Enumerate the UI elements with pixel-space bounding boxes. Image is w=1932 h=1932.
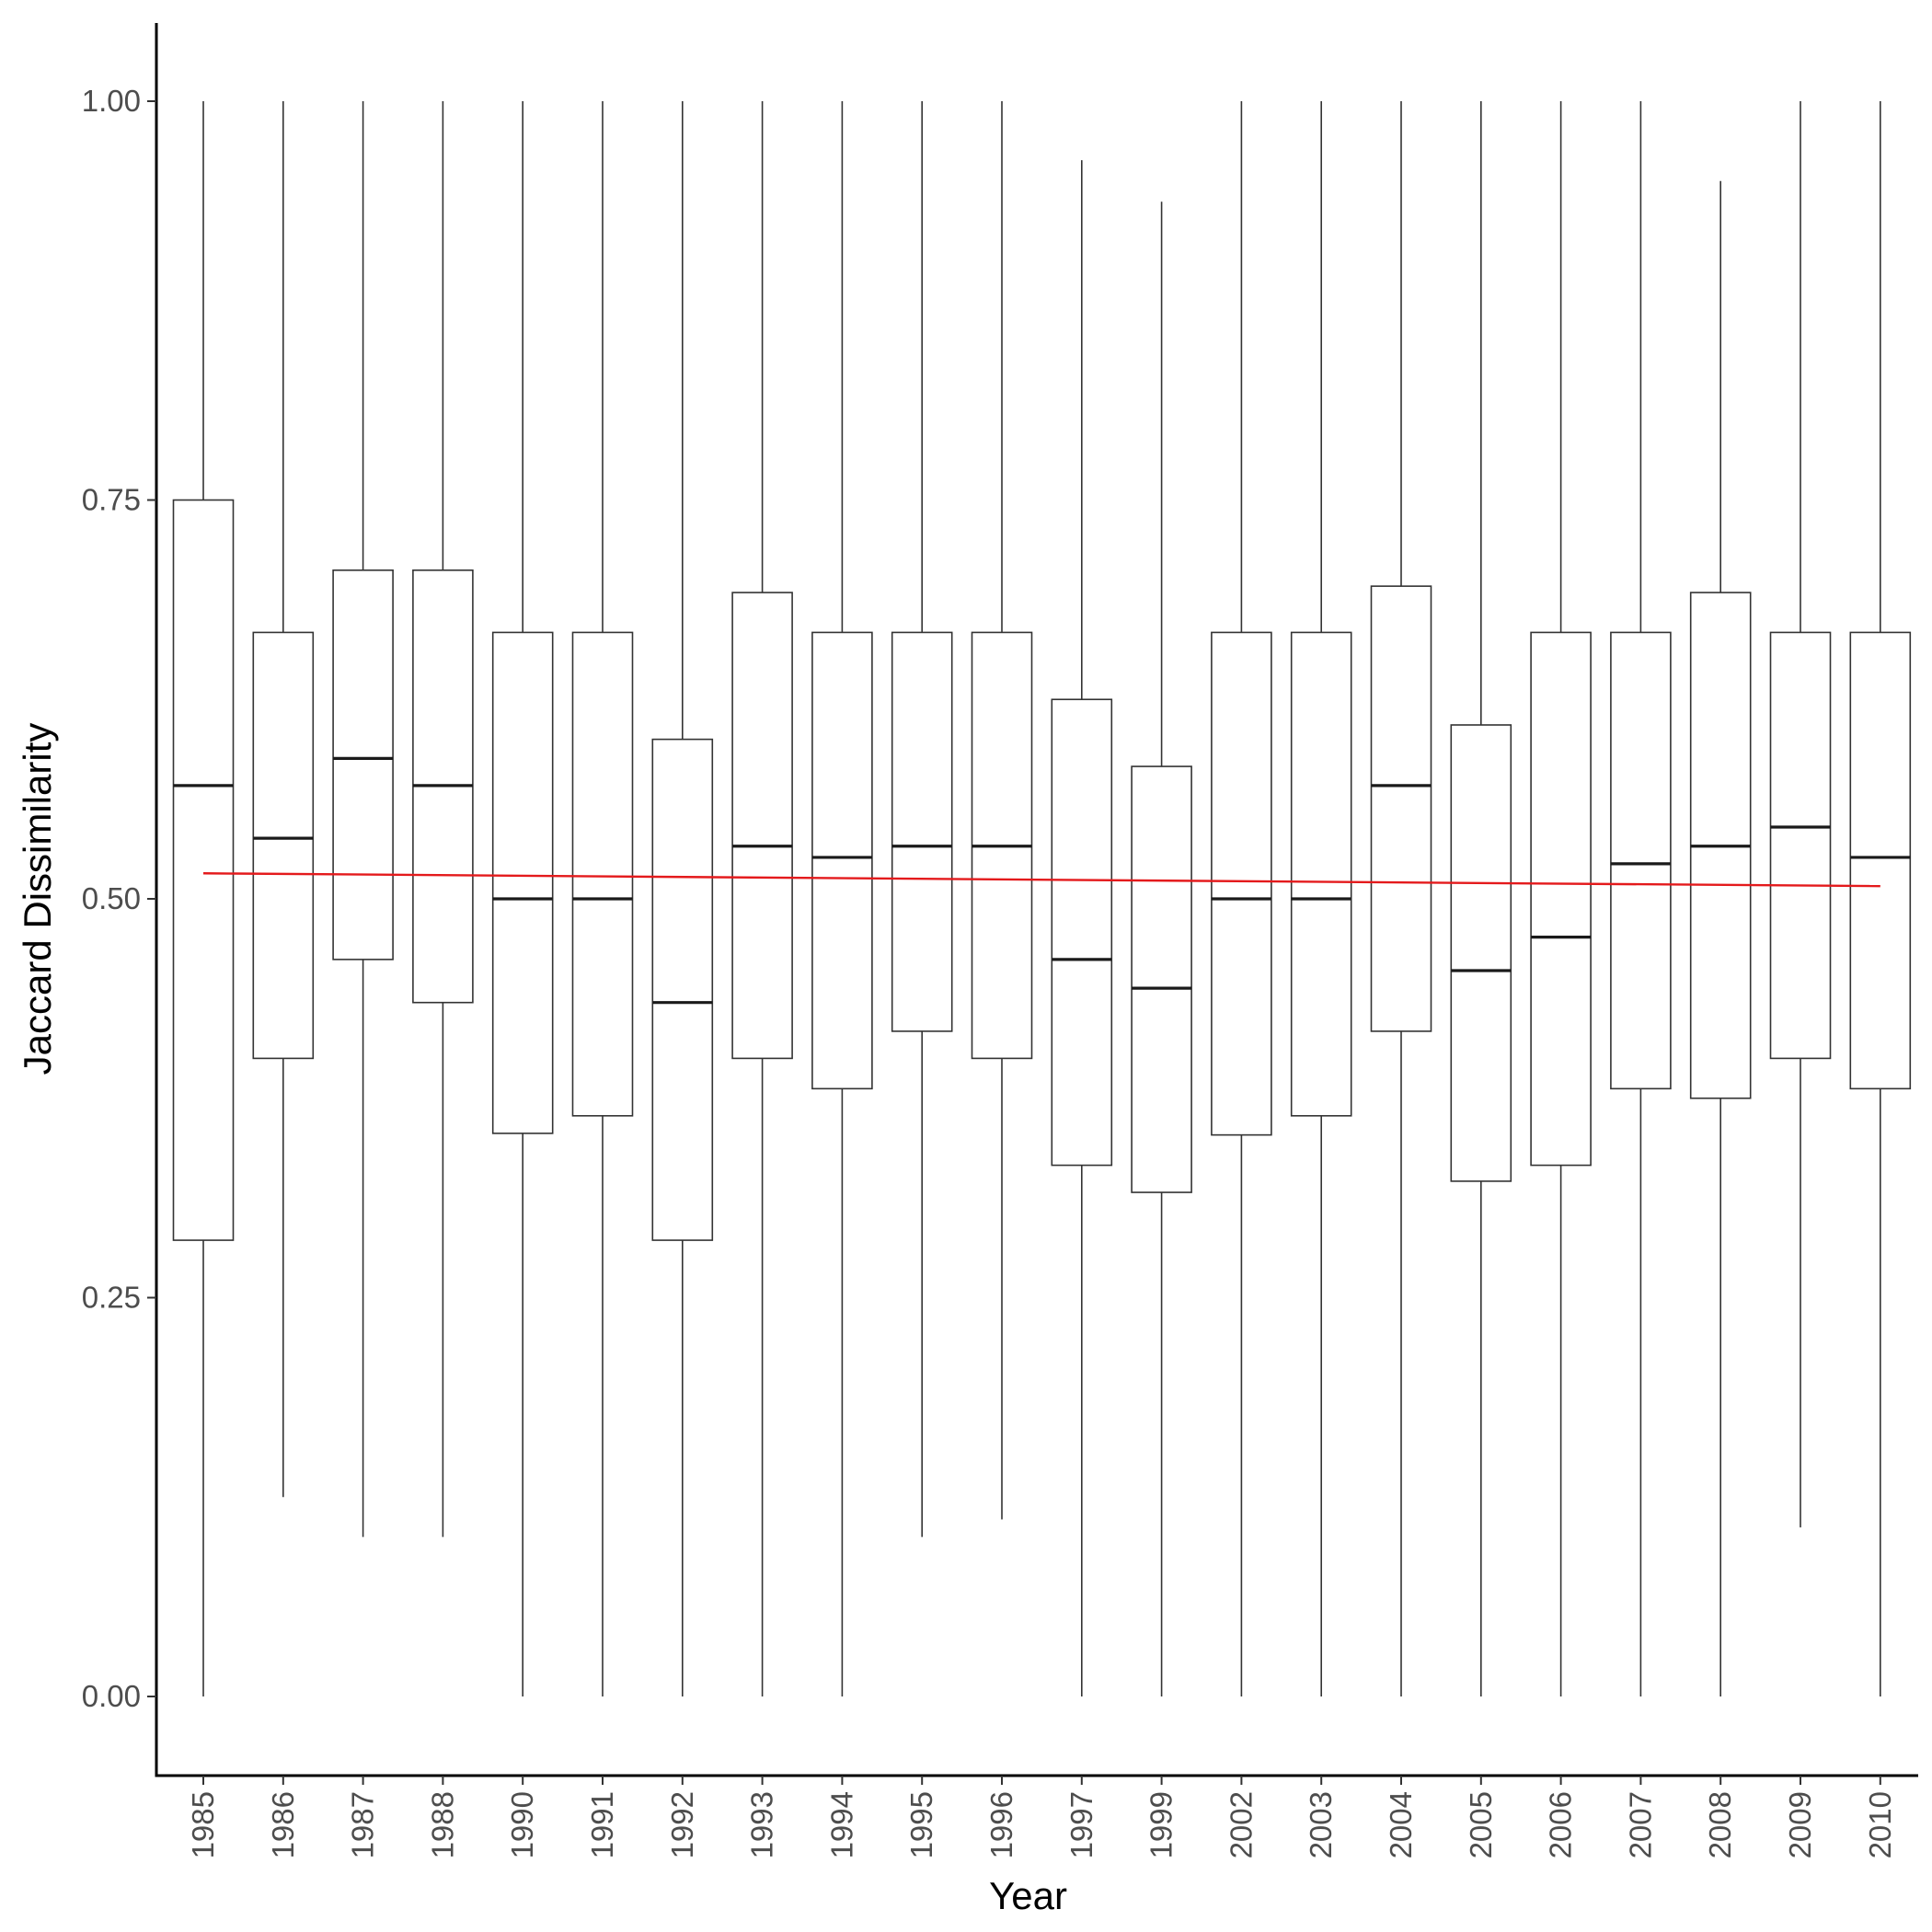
y-tick-label: 0.25 [82, 1281, 141, 1315]
x-tick-label: 1991 [585, 1791, 619, 1858]
x-tick-label: 1985 [186, 1791, 220, 1858]
box-iqr [1290, 631, 1352, 1117]
box-group-2010 [1849, 101, 1912, 1696]
x-tick-label: 1987 [346, 1791, 380, 1858]
box-iqr [1849, 631, 1912, 1090]
box-iqr [1769, 631, 1832, 1060]
x-tick-label: 2002 [1224, 1791, 1258, 1858]
x-tick-label: 1996 [984, 1791, 1018, 1858]
box-group-2004 [1370, 101, 1432, 1696]
box-group-2009 [1769, 101, 1832, 1528]
box-group-1999 [1131, 201, 1192, 1696]
box-group-2008 [1689, 180, 1752, 1696]
box-group-2006 [1530, 101, 1592, 1696]
box-iqr [651, 738, 714, 1241]
trend-line [202, 872, 1880, 888]
box-group-1985 [172, 101, 235, 1696]
y-axis-title: Jaccard Dissimilarity [16, 723, 59, 1075]
box-group-1993 [731, 101, 793, 1696]
y-tick-label: 1.00 [82, 84, 141, 118]
box-group-1996 [971, 101, 1033, 1520]
x-tick-label: 1986 [266, 1791, 300, 1858]
box-group-1997 [1051, 160, 1113, 1696]
x-tick-label: 2006 [1544, 1791, 1578, 1858]
box-iqr [1051, 698, 1113, 1167]
box-iqr [1370, 585, 1432, 1032]
x-tick-label: 1995 [904, 1791, 938, 1858]
box-iqr [1530, 631, 1592, 1167]
box-group-2002 [1211, 101, 1272, 1696]
box-iqr [491, 631, 554, 1134]
x-tick-label: 1997 [1064, 1791, 1098, 1858]
box-group-1994 [811, 101, 873, 1696]
box-group-2005 [1450, 101, 1512, 1696]
x-tick-label: 1992 [665, 1791, 699, 1858]
box-iqr [332, 569, 394, 960]
axes-layer: 0.00 0.25 0.50 0.75 1.00 1985 1986 1987 1988 1990… [82, 23, 1918, 1858]
x-tick-label: 1990 [505, 1791, 539, 1858]
box-iqr [1131, 765, 1192, 1193]
box-iqr [172, 499, 235, 1241]
x-tick-label: 1993 [745, 1791, 779, 1858]
y-tick-label: 0.50 [82, 881, 141, 915]
box-iqr [571, 631, 634, 1117]
box-iqr [811, 631, 873, 1090]
x-tick-label: 2010 [1863, 1791, 1897, 1858]
box-iqr [891, 631, 953, 1032]
x-tick-label: 1988 [425, 1791, 459, 1858]
y-tick-label: 0.00 [82, 1679, 141, 1713]
box-group-1986 [252, 101, 315, 1498]
x-tick-label: 2004 [1384, 1791, 1418, 1858]
box-group-1995 [891, 101, 953, 1537]
box-group-1988 [412, 101, 474, 1537]
trend-layer [202, 872, 1880, 888]
box-group-1992 [651, 101, 714, 1696]
box-group-1990 [491, 101, 554, 1696]
y-tick-label: 0.75 [82, 483, 141, 517]
x-tick-label: 2007 [1623, 1791, 1657, 1858]
x-axis-title: Year [989, 1874, 1067, 1917]
box-group-1991 [571, 101, 634, 1696]
box-iqr [1450, 724, 1512, 1182]
x-tick-label: 2008 [1703, 1791, 1737, 1858]
x-tick-label: 2003 [1304, 1791, 1338, 1858]
x-tick-label: 2009 [1783, 1791, 1817, 1858]
x-tick-label: 1999 [1144, 1791, 1179, 1858]
box-group-1987 [332, 101, 394, 1537]
box-iqr [1610, 631, 1672, 1090]
x-tick-label: 2005 [1464, 1791, 1498, 1858]
box-iqr [1211, 631, 1272, 1136]
boxes-layer [172, 101, 1912, 1696]
box-group-2003 [1290, 101, 1352, 1696]
box-group-2007 [1610, 101, 1672, 1696]
x-tick-label: 1994 [824, 1791, 858, 1858]
box-iqr [252, 631, 315, 1060]
box-iqr [731, 592, 793, 1060]
